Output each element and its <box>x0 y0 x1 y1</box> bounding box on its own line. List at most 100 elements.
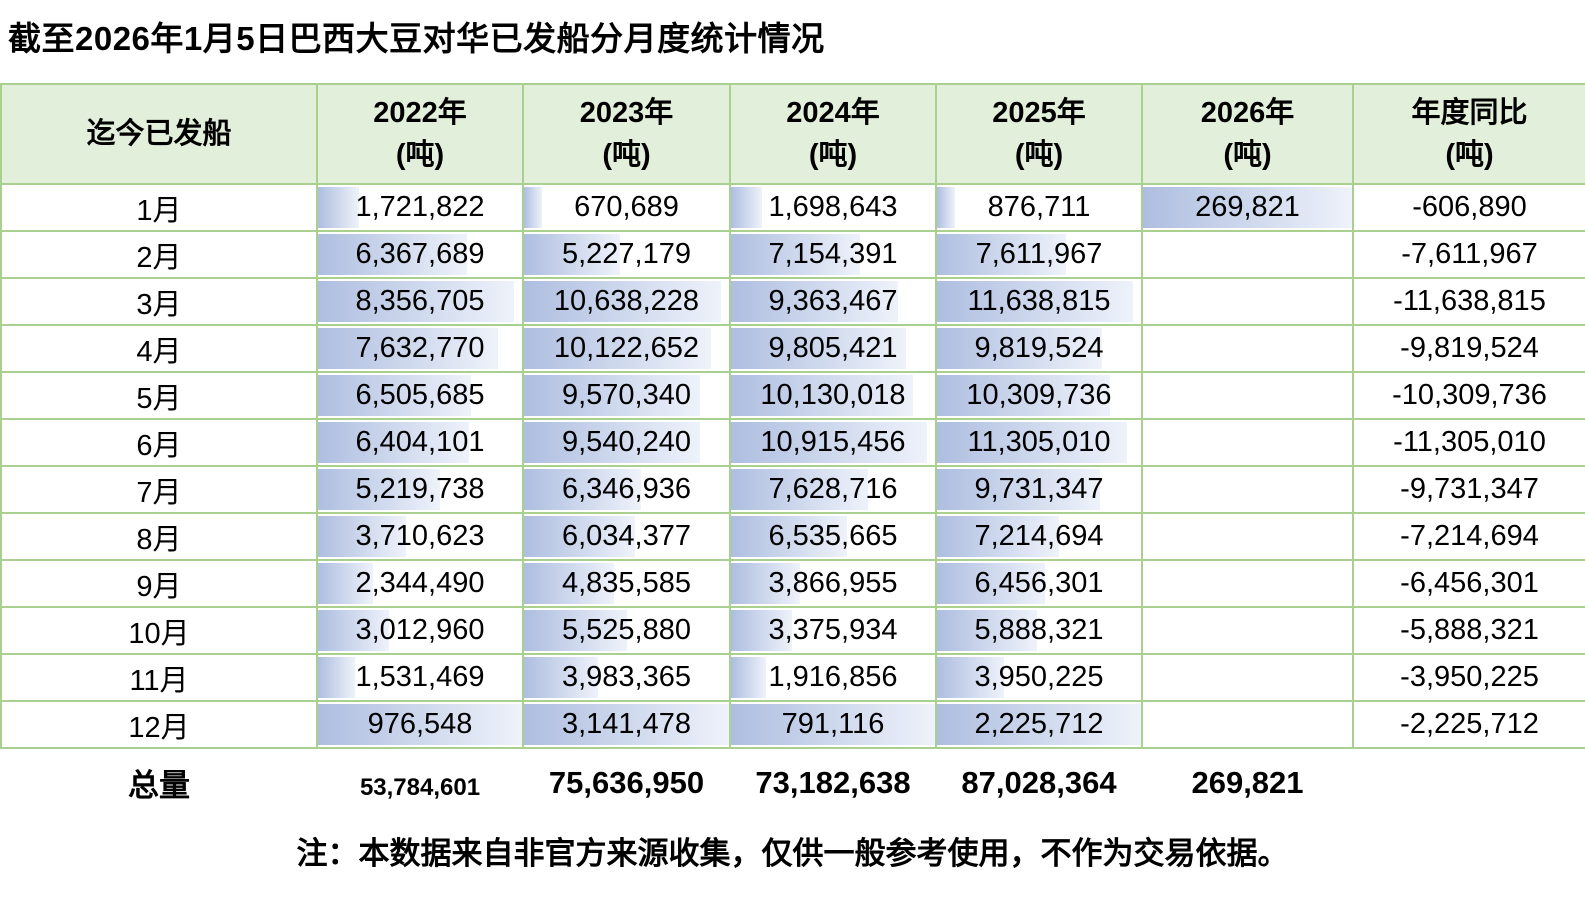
column-header-label: 2024年 <box>786 96 880 129</box>
cell-value: 10,130,018 <box>760 379 906 411</box>
yoy-cell: -11,638,815 <box>1352 277 1585 326</box>
data-bar <box>525 422 701 463</box>
data-bar <box>319 234 467 275</box>
cell-value: 8,356,705 <box>355 285 485 317</box>
value-cell-2026 <box>1141 324 1354 373</box>
yoy-cell: -11,305,010 <box>1352 418 1585 467</box>
cell-value: 3,012,960 <box>355 614 485 646</box>
value-cell-2025: 876,711 <box>935 183 1143 232</box>
cell-value: 6,346,936 <box>561 473 691 505</box>
column-header-label: 2025年 <box>992 96 1086 129</box>
table-header: 迄今已发船 2022年 (吨) 2023年 (吨) 2024年 (吨) 2025年 (吨) 202… <box>0 83 1585 185</box>
data-bar <box>1144 187 1351 228</box>
total-value-2026: 269,821 <box>1142 748 1353 816</box>
value-cell-2023: 10,122,652 <box>522 324 731 373</box>
cell-value: 6,535,665 <box>768 520 898 552</box>
value-cell-2022: 6,367,689 <box>316 230 524 279</box>
column-header-年度同比: 年度同比 (吨) <box>1352 83 1585 185</box>
table-row: 1月 1,721,822 670,689 1,698,643 876,711 269,82… <box>0 183 1585 232</box>
yoy-cell: -7,611,967 <box>1352 230 1585 279</box>
month-cell: 7月 <box>0 465 318 514</box>
cell-value: 9,363,467 <box>768 285 898 317</box>
cell-value: 3,375,934 <box>768 614 898 646</box>
data-bar <box>525 516 635 557</box>
total-value-2025: 87,028,364 <box>936 748 1142 816</box>
data-bar <box>938 516 1060 557</box>
yoy-cell: -9,819,524 <box>1352 324 1585 373</box>
value-cell-2026 <box>1141 371 1354 420</box>
yoy-cell: -5,888,321 <box>1352 606 1585 655</box>
value-cell-2023: 670,689 <box>522 183 731 232</box>
value-cell-2024: 1,698,643 <box>729 183 937 232</box>
data-bar <box>732 328 907 369</box>
cell-value: 11,638,815 <box>967 285 1111 317</box>
data-bar <box>732 187 762 228</box>
data-bar <box>732 610 793 651</box>
yoy-cell: -3,950,225 <box>1352 653 1585 702</box>
data-bar <box>319 328 498 369</box>
data-bar <box>319 469 441 510</box>
cell-value: 791,116 <box>781 708 885 740</box>
value-cell-2023: 9,570,340 <box>522 371 731 420</box>
cell-value: 6,505,685 <box>355 379 485 411</box>
value-cell-2022: 8,356,705 <box>316 277 524 326</box>
totals-row: 总量 53,784,601 75,636,950 73,182,638 87,028,3… <box>1 748 1585 816</box>
cell-value: 1,916,856 <box>768 661 898 693</box>
table-row: 2月 6,367,689 5,227,179 7,154,391 7,611,967 -7… <box>0 230 1585 279</box>
value-cell-2026 <box>1141 559 1354 608</box>
yoy-cell: -7,214,694 <box>1352 512 1585 561</box>
data-bar <box>525 187 543 228</box>
month-cell: 11月 <box>0 653 318 702</box>
data-bar <box>938 328 1103 369</box>
value-cell-2024: 9,363,467 <box>729 277 937 326</box>
value-cell-2024: 791,116 <box>729 700 937 749</box>
value-cell-2022: 3,012,960 <box>316 606 524 655</box>
cell-value: 5,219,738 <box>355 473 485 505</box>
value-cell-2025: 5,888,321 <box>935 606 1143 655</box>
totals-label: 总量 <box>1 748 317 816</box>
cell-value: 269,821 <box>1195 191 1300 223</box>
data-bar <box>732 469 868 510</box>
value-cell-2024: 3,375,934 <box>729 606 937 655</box>
month-cell: 5月 <box>0 371 318 420</box>
month-cell: 1月 <box>0 183 318 232</box>
value-cell-2022: 6,505,685 <box>316 371 524 420</box>
value-cell-2025: 6,456,301 <box>935 559 1143 608</box>
shipment-table: 迄今已发船 2022年 (吨) 2023年 (吨) 2024年 (吨) 2025年 (吨) 202… <box>0 83 1585 816</box>
value-cell-2022: 5,219,738 <box>316 465 524 514</box>
value-cell-2026 <box>1141 606 1354 655</box>
cell-value: 7,628,716 <box>768 473 898 505</box>
yoy-cell: -6,456,301 <box>1352 559 1585 608</box>
value-cell-2026 <box>1141 277 1354 326</box>
column-header-label: 2026年 <box>1200 96 1295 129</box>
value-cell-2025: 11,305,010 <box>935 418 1143 467</box>
month-cell: 2月 <box>0 230 318 279</box>
value-cell-2026 <box>1141 418 1354 467</box>
month-cell: 9月 <box>0 559 318 608</box>
yoy-cell: -606,890 <box>1352 183 1585 232</box>
data-bar <box>319 516 406 557</box>
table-row: 12月 976,548 3,141,478 791,116 2,225,712 -2,22… <box>0 700 1585 749</box>
value-cell-2023: 5,227,179 <box>522 230 731 279</box>
cell-value: 7,611,967 <box>975 238 1103 270</box>
value-cell-2023: 3,983,365 <box>522 653 731 702</box>
value-cell-2023: 10,638,228 <box>522 277 731 326</box>
value-cell-2025: 11,638,815 <box>935 277 1143 326</box>
cell-value: 976,548 <box>367 708 473 740</box>
data-bar <box>319 422 469 463</box>
data-bar <box>938 657 1005 698</box>
table-row: 5月 6,505,685 9,570,340 10,130,018 10,309,736… <box>0 371 1585 420</box>
column-header-2026年: 2026年 (吨) <box>1141 83 1354 185</box>
yoy-cell: -9,731,347 <box>1352 465 1585 514</box>
data-bar <box>319 657 355 698</box>
value-cell-2025: 7,214,694 <box>935 512 1143 561</box>
data-bar <box>938 563 1046 604</box>
column-header-unit: (吨) <box>1445 139 1494 171</box>
value-cell-2022: 976,548 <box>316 700 524 749</box>
data-bar <box>319 187 359 228</box>
month-cell: 3月 <box>0 277 318 326</box>
total-value-2024: 73,182,638 <box>730 748 936 816</box>
data-bar <box>938 375 1111 416</box>
column-header-2022年: 2022年 (吨) <box>316 83 524 185</box>
cell-value: 9,540,240 <box>561 426 691 458</box>
